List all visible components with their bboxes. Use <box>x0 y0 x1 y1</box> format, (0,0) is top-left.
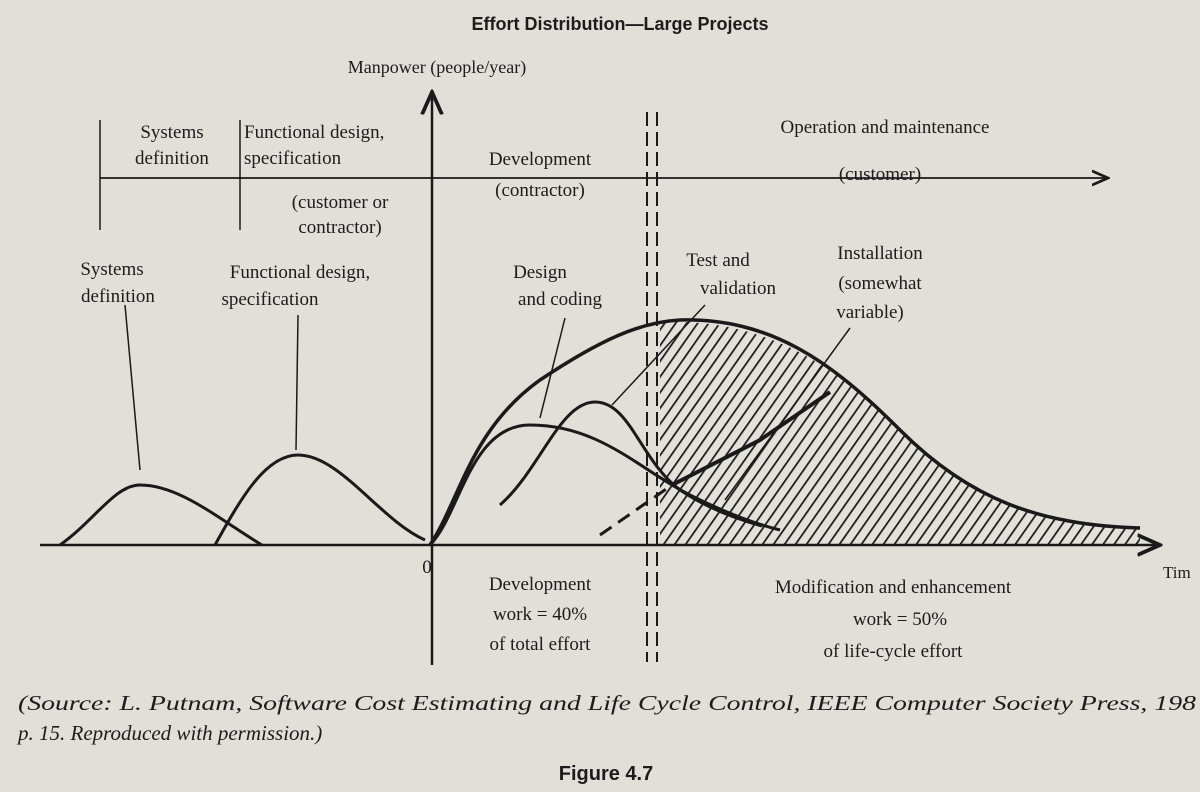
figure-label: Figure 4.7 <box>559 763 653 785</box>
phase-label: (contractor) <box>495 180 585 201</box>
curve-label: Design <box>513 262 567 283</box>
pointer <box>295 314 299 451</box>
installation-curve <box>671 390 832 487</box>
work-note: work = 50% <box>853 609 947 630</box>
phase-label: Operation and maintenance <box>781 117 990 138</box>
work-note: work = 40% <box>493 604 587 625</box>
functional-curve <box>213 453 426 546</box>
design-curve <box>428 423 781 547</box>
work-note: Development <box>489 574 592 595</box>
curve-label: and coding <box>518 289 602 310</box>
phase-note: (customer or <box>292 192 389 213</box>
phase-label: Systems <box>140 122 203 143</box>
installation-curve <box>599 483 673 537</box>
phase-label: specification <box>244 148 342 169</box>
curve-label: Systems <box>80 259 143 280</box>
pointer <box>724 327 851 501</box>
test-curve <box>499 400 763 528</box>
x-axis-label: Tim <box>1163 563 1191 582</box>
pointer <box>124 304 141 471</box>
work-note: of total effort <box>490 634 592 655</box>
pointer <box>539 317 566 419</box>
maintenance-area <box>660 321 1140 545</box>
curve-label: Installation <box>837 243 923 264</box>
phase-label: Functional design, <box>244 122 384 143</box>
origin-label: 0 <box>422 557 432 578</box>
curve-label: definition <box>81 286 155 307</box>
curve-label: (somewhat <box>838 273 922 294</box>
phase-label: definition <box>135 148 209 169</box>
source: p. 15. Reproduced with permission.) <box>16 721 322 745</box>
curve-label: Test and <box>686 250 750 271</box>
phase-label: Development <box>489 149 592 170</box>
y-axis-label: Manpower (people/year) <box>348 57 526 78</box>
source: (Source: L. Putnam, Software Cost Estima… <box>18 691 1197 715</box>
curve-label: validation <box>700 278 776 299</box>
title: Effort Distribution—Large Projects <box>471 14 768 34</box>
curve-label: specification <box>221 289 319 310</box>
phase-note: contractor) <box>298 217 381 238</box>
pointer <box>611 304 706 406</box>
envelope-curve <box>428 318 1141 546</box>
systems-curve <box>59 483 263 547</box>
curve-label: variable) <box>836 302 904 323</box>
work-note: Modification and enhancement <box>775 577 1012 598</box>
work-note: of life-cycle effort <box>824 641 964 662</box>
curve-label: Functional design, <box>230 262 370 283</box>
phase-label: (customer) <box>839 164 921 185</box>
